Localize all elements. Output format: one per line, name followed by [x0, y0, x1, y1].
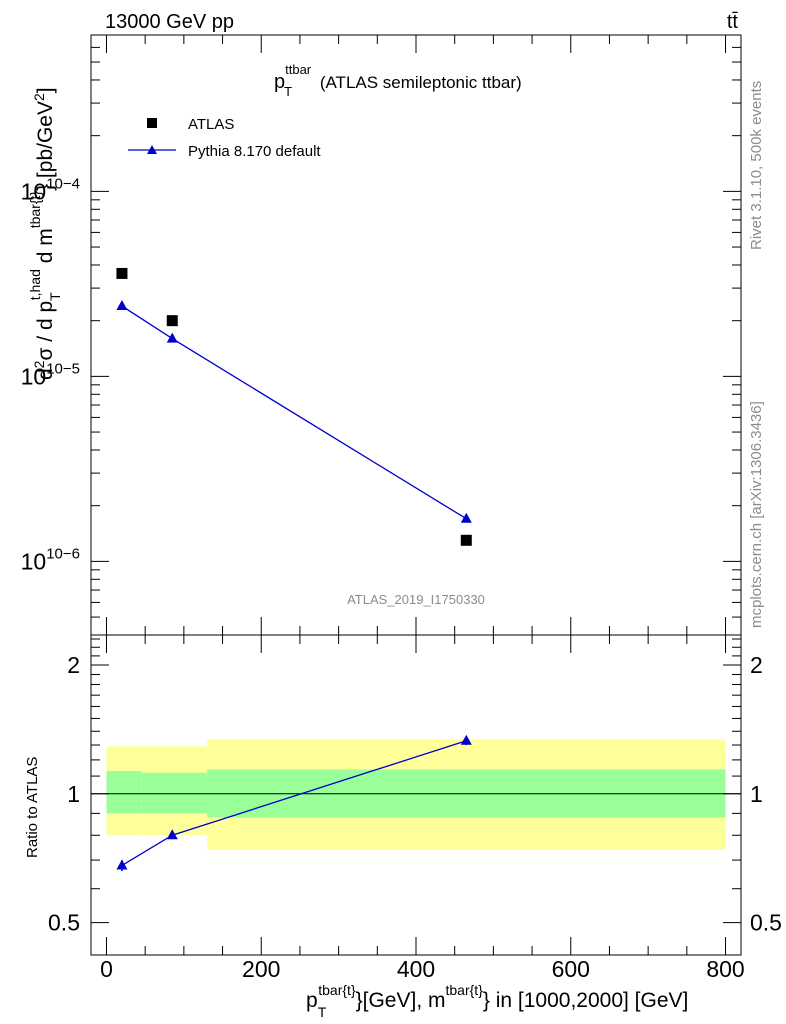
y-tick-label: 1010−6 [21, 545, 80, 574]
legend-atlas-marker [147, 118, 157, 128]
x-tick-label: 800 [706, 956, 744, 982]
pythia-ratio-point [460, 734, 472, 745]
pythia-point [460, 512, 472, 523]
header-process: tt̄ [727, 11, 739, 33]
rivet-label: Rivet 3.1.10, 500k events [748, 81, 765, 250]
x-tick-label: 400 [397, 956, 435, 982]
x-tick-label: 600 [552, 956, 590, 982]
ratio-y-axis-title: Ratio to ATLAS [24, 757, 41, 858]
x-tick-label: 200 [242, 956, 280, 982]
uncertainty-bands [106, 739, 726, 850]
atlas-point [116, 267, 128, 279]
x-ticks [105, 35, 727, 955]
pythia-point [116, 300, 128, 311]
legend-pythia-label: Pythia 8.170 default [188, 143, 321, 160]
ratio-y-tick-label-right: 1 [750, 781, 763, 807]
header-energy: 13000 GeV pp [105, 11, 234, 33]
main-y-axis-title: d2σ / d pTt,had d mtbar{t}} [pb/GeV2] [27, 87, 63, 380]
y-tick-label: 1010−5 [21, 360, 80, 389]
pythia-ratio-point [116, 859, 128, 870]
legend-pythia-marker [147, 145, 157, 154]
atlas-point [460, 534, 472, 546]
plot-title: pttbar T (ATLAS semileptonic ttbar) [274, 62, 522, 99]
pythia-point [166, 332, 178, 343]
x-tick-label: 0 [100, 956, 113, 982]
main-y-ticks [91, 34, 741, 636]
ratio-y-tick-label-right: 0.5 [750, 910, 782, 936]
ratio-y-ticks [91, 638, 741, 924]
y-tick-label: 1010−4 [21, 175, 80, 204]
ratio-y-tick-label: 1 [67, 781, 80, 807]
analysis-watermark: ATLAS_2019_I1750330 [347, 592, 485, 607]
x-axis-title: pTtbar{t}}[GeV], mtbar{t}} in [1000,2000… [306, 982, 688, 1020]
ratio-y-tick-label: 0.5 [48, 910, 80, 936]
data-marks [116, 267, 472, 872]
mcplots-label: mcplots.cern.ch [arXiv:1306.3436] [748, 401, 765, 628]
ratio-y-tick-label: 2 [67, 652, 80, 678]
pythia-ratio-point [166, 829, 178, 840]
atlas-point [166, 315, 178, 327]
band-inner [141, 772, 208, 814]
legend-atlas-label: ATLAS [188, 116, 234, 133]
band-inner [106, 771, 142, 814]
ratio-y-tick-label-right: 2 [750, 652, 763, 678]
